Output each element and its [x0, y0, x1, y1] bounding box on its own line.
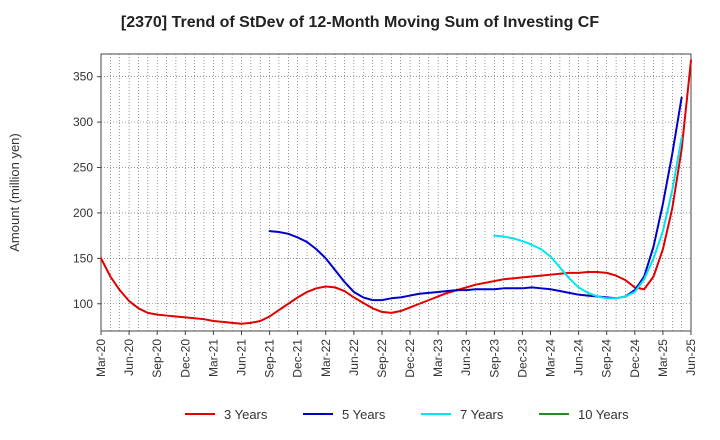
x-tick-label: Dec-23	[515, 339, 529, 378]
x-tick-label: Jun-25	[684, 339, 698, 376]
y-tick-label: 150	[73, 251, 93, 265]
x-tick-label: Sep-22	[375, 339, 389, 378]
x-tick-label: Dec-20	[178, 339, 192, 378]
x-tick-label: Dec-22	[403, 339, 417, 378]
x-tick-label: Jun-24	[572, 339, 586, 376]
x-tick-label: Mar-25	[656, 339, 670, 377]
series-line-3-years	[100, 59, 692, 325]
x-tick-label: Mar-24	[544, 339, 558, 377]
x-tick-label: Mar-23	[431, 339, 445, 377]
x-tick-label: Jun-21	[234, 339, 248, 376]
legend-label: 3 Years	[224, 407, 268, 422]
x-tick-label: Sep-24	[600, 339, 614, 378]
y-tick-label: 300	[73, 115, 93, 129]
x-tick-label: Jun-22	[347, 339, 361, 376]
x-tick-label: Sep-21	[263, 339, 277, 378]
x-tick-label: Mar-20	[94, 339, 108, 377]
series-line-7-years	[493, 136, 683, 300]
plot-frame	[100, 53, 692, 332]
y-tick-label: 250	[73, 161, 93, 175]
y-tick-label: 350	[73, 70, 93, 84]
legend-label: 10 Years	[578, 407, 629, 422]
x-tick-label: Mar-22	[319, 339, 333, 377]
x-tick-label: Dec-24	[628, 339, 642, 378]
x-tick-label: Sep-20	[150, 339, 164, 378]
legend-label: 5 Years	[342, 407, 386, 422]
chart-title: [2370] Trend of StDev of 12-Month Moving…	[120, 14, 600, 31]
x-tick-label: Dec-21	[291, 339, 305, 378]
legend-label: 7 Years	[460, 407, 504, 422]
x-tick-label: Sep-23	[487, 339, 501, 378]
y-tick-label: 200	[73, 206, 93, 220]
y-axis-title: Amount (million yen)	[7, 133, 22, 252]
x-tick-label: Mar-21	[206, 339, 220, 377]
x-tick-label: Jun-20	[122, 339, 136, 376]
x-tick-label: Jun-23	[459, 339, 473, 376]
y-tick-label: 100	[73, 297, 93, 311]
